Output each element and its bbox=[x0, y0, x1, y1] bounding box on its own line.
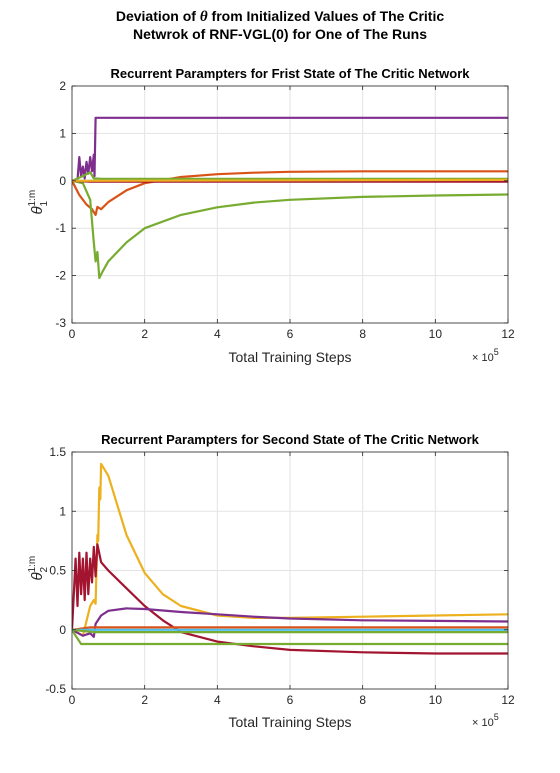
series-group bbox=[72, 116, 508, 280]
x-tick-label: 4 bbox=[214, 327, 221, 341]
x-tick-label: 12 bbox=[501, 693, 515, 707]
series-line-4 bbox=[72, 629, 508, 646]
y-tick-label: 2 bbox=[59, 79, 66, 93]
series-line-1 bbox=[72, 116, 508, 182]
y-tick-label: -0.5 bbox=[45, 682, 66, 696]
y-axis-symbol: θ bbox=[29, 206, 46, 214]
series-group bbox=[72, 462, 508, 655]
x-multiplier-exponent: 5 bbox=[494, 712, 499, 722]
y-axis-subscript: 1 bbox=[39, 201, 50, 207]
x-multiplier-base: × 10 bbox=[472, 717, 494, 729]
figure-title-symbol: θ bbox=[199, 9, 208, 25]
x-multiplier-exponent: 5 bbox=[494, 347, 499, 357]
x-tick-label: 10 bbox=[429, 327, 443, 341]
figure-title-line-1: Deviation of θ from Initialized Values o… bbox=[0, 8, 560, 26]
x-tick-label: 8 bbox=[359, 327, 366, 341]
series-line-3 bbox=[72, 179, 508, 280]
y-tick-label: 1.5 bbox=[49, 445, 66, 459]
chart-title: Recurrent Parampters for Second State of… bbox=[101, 432, 480, 447]
x-tick-label: 0 bbox=[69, 693, 76, 707]
series-line-7 bbox=[72, 178, 508, 182]
y-tick-label: -2 bbox=[55, 269, 66, 283]
y-tick-label: 0 bbox=[59, 174, 66, 188]
series-line-3 bbox=[72, 607, 508, 638]
x-tick-label: 0 bbox=[69, 327, 76, 341]
y-axis-subscript: 2 bbox=[39, 567, 50, 573]
series-line-4 bbox=[72, 171, 508, 182]
x-multiplier: × 105 bbox=[472, 347, 499, 364]
x-axis-label: Total Training Steps bbox=[229, 349, 352, 365]
x-tick-label: 4 bbox=[214, 693, 221, 707]
y-tick-label: 1 bbox=[59, 504, 66, 518]
y-axis-superscript: 1:m bbox=[27, 190, 38, 207]
series-line-7 bbox=[72, 628, 508, 634]
y-axis-symbol: θ bbox=[29, 572, 46, 580]
x-tick-label: 12 bbox=[501, 327, 515, 341]
chart-title: Recurrent Parampters for Frist State of … bbox=[110, 66, 470, 81]
x-multiplier: × 105 bbox=[472, 712, 499, 729]
figure-title-pre: Deviation of bbox=[115, 8, 200, 24]
y-tick-label: 0.5 bbox=[49, 564, 66, 578]
y-axis-label: θ11:m bbox=[27, 190, 50, 215]
x-axis-label: Total Training Steps bbox=[229, 714, 352, 730]
x-multiplier-base: × 10 bbox=[472, 352, 494, 364]
y-axis-label: θ21:m bbox=[27, 556, 50, 581]
figure-title-line-2: Netwrok of RNF-VGL(0) for One of The Run… bbox=[133, 26, 427, 42]
x-tick-label: 6 bbox=[287, 327, 294, 341]
x-tick-label: 8 bbox=[359, 693, 366, 707]
x-tick-label: 6 bbox=[287, 693, 294, 707]
y-tick-label: 0 bbox=[59, 623, 66, 637]
y-axis-superscript: 1:m bbox=[27, 556, 38, 573]
figure-title-post: from Initialized Values of The Critic bbox=[207, 8, 445, 24]
x-tick-label: 2 bbox=[141, 327, 148, 341]
y-tick-label: 1 bbox=[59, 126, 66, 140]
y-tick-label: -1 bbox=[55, 221, 66, 235]
x-tick-label: 2 bbox=[141, 693, 148, 707]
series-line-2 bbox=[72, 543, 508, 655]
x-tick-label: 10 bbox=[429, 693, 443, 707]
y-tick-label: -3 bbox=[55, 316, 66, 330]
